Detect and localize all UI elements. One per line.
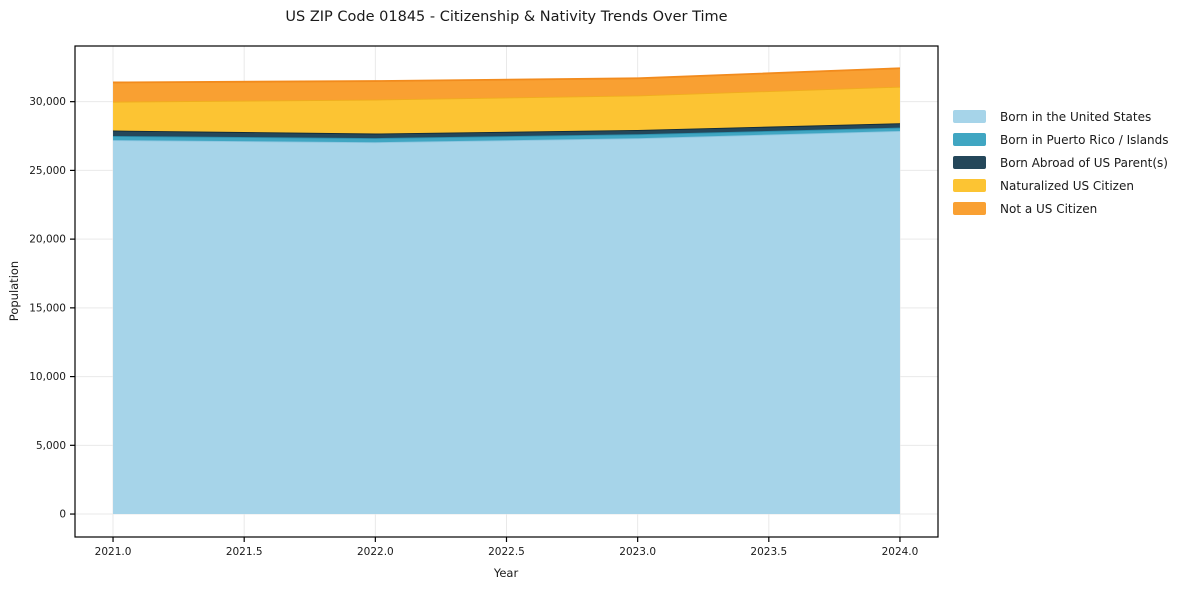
legend-swatch-puerto-rico xyxy=(953,133,986,146)
legend-item: Born in the United States xyxy=(953,105,1169,128)
chart-title: US ZIP Code 01845 - Citizenship & Nativi… xyxy=(285,9,728,25)
area-born-abroad-of-us-parent-s xyxy=(113,123,900,139)
legend: Born in the United States Born in Puerto… xyxy=(953,105,1169,220)
x-tick-label: 2024.0 xyxy=(882,546,919,558)
area-naturalized-us-citizen xyxy=(113,86,900,134)
legend-swatch-born-abroad xyxy=(953,156,986,169)
area-born-in-the-united-states xyxy=(113,130,900,515)
x-tick-label: 2021.5 xyxy=(226,546,263,558)
y-tick-label: 0 xyxy=(59,509,66,521)
x-axis-label: Year xyxy=(493,566,519,580)
legend-label: Born Abroad of US Parent(s) xyxy=(1000,155,1168,170)
legend-item: Naturalized US Citizen xyxy=(953,174,1169,197)
legend-label: Born in the United States xyxy=(1000,109,1152,124)
x-tick-label: 2022.0 xyxy=(357,546,394,558)
legend-item: Born Abroad of US Parent(s) xyxy=(953,151,1169,174)
y-tick-label: 30,000 xyxy=(29,96,66,108)
legend-swatch-born-us xyxy=(953,110,986,123)
legend-item: Born in Puerto Rico / Islands xyxy=(953,128,1169,151)
legend-swatch-not-citizen xyxy=(953,202,986,215)
x-tick-label: 2023.5 xyxy=(750,546,787,558)
x-tick-label: 2022.5 xyxy=(488,546,525,558)
y-tick-label: 25,000 xyxy=(29,165,66,177)
x-tick-label: 2021.0 xyxy=(95,546,132,558)
legend-label: Not a US Citizen xyxy=(1000,201,1098,216)
area-edge-not-a-us-citizen xyxy=(113,67,900,84)
legend-swatch-naturalized xyxy=(953,179,986,192)
y-tick-label: 15,000 xyxy=(29,302,66,314)
legend-item: Not a US Citizen xyxy=(953,197,1169,220)
area-born-in-puerto-rico-islands xyxy=(113,127,900,143)
legend-label: Born in Puerto Rico / Islands xyxy=(1000,132,1169,147)
x-tick-label: 2023.0 xyxy=(619,546,656,558)
y-tick-label: 20,000 xyxy=(29,234,66,246)
legend-label: Naturalized US Citizen xyxy=(1000,178,1134,193)
y-axis-label: Population xyxy=(7,260,21,322)
y-tick-label: 10,000 xyxy=(29,371,66,383)
y-tick-label: 5,000 xyxy=(36,440,66,452)
